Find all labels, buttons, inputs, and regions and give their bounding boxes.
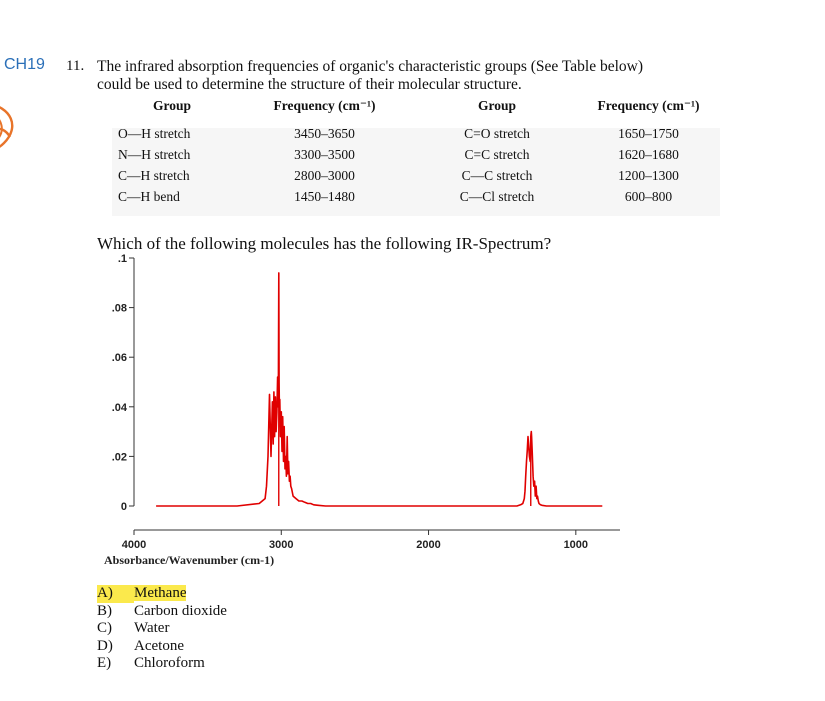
y-tick-label: .06 [112,352,127,364]
x-tick-label: 2000 [416,539,440,551]
y-tick-label: .08 [112,303,127,315]
option-letter: D) [97,637,113,654]
option-a[interactable]: A) Methane [97,585,227,603]
y-tick-label: .1 [118,253,127,265]
question-line-1: The infrared absorption frequencies of o… [97,58,644,75]
x-tick-label: 3000 [269,539,293,551]
ir-frequency-table: Group Frequency (cm⁻¹) Group Frequency (… [112,96,720,208]
y-tick-label: .02 [112,451,127,463]
table-cell: C=O stretch [464,126,530,141]
answer-options: A) Methane B) Carbon dioxide C) Water D) Ace… [97,585,227,673]
option-e[interactable]: E) Chloroform [97,655,227,673]
column-header: Frequency (cm⁻¹) [597,98,700,113]
table-cell: 2800–3000 [294,168,355,183]
question-stem: The infrared absorption frequencies of o… [97,58,757,94]
table-row: C—H bend 1450–1480 C—Cl stretch 600–800 [112,187,720,208]
table-cell: 1620–1680 [618,147,679,162]
table-cell: 3450–3650 [294,126,355,141]
table-cell: C=C stretch [464,147,530,162]
column-header: Group [477,98,516,113]
table-cell: C—C stretch [461,168,533,183]
ir-spectrum-chart: 0 .02 .04 .06 .08 .1 4000 3000 2000 1000 Absorbanc… [104,253,620,567]
option-d[interactable]: D) Acetone [97,638,227,656]
table-row: C—H stretch 2800–3000 C—C stretch 1200–1… [112,166,720,187]
table-cell: 3300–3500 [294,147,355,162]
option-text: Water [134,620,170,636]
x-tick-label: 1000 [564,539,588,551]
option-letter: A) [97,585,134,603]
table-row: O—H stretch 3450–3650 C=O stretch 1650–1… [112,124,720,145]
option-text: Acetone [134,637,184,654]
option-letter: B) [97,602,112,619]
table-cell: C—H bend [118,189,180,204]
table-cell: 1650–1750 [618,126,679,141]
table-cell: 1450–1480 [294,189,355,204]
table-cell: C—H stretch [118,168,190,183]
table-cell: O—H stretch [118,126,191,141]
table-cell: C—Cl stretch [459,189,535,204]
question-line-2: could be used to determine the structure… [97,76,522,93]
spectrum-question: Which of the following molecules has the… [97,234,552,253]
column-header: Frequency (cm⁻¹) [273,98,376,113]
table-shading [112,128,720,216]
option-text: Carbon dioxide [134,602,227,619]
table-cell: 600–800 [624,189,673,204]
table-row: N—H stretch 3300–3500 C=C stretch 1620–1… [112,145,720,166]
handwritten-circle-mark [0,106,14,148]
table-cell: N—H stretch [118,147,191,162]
option-letter: C) [97,620,112,636]
option-c[interactable]: C) Water [97,620,227,638]
spectrum-series-line [156,272,603,507]
option-text: Chloroform [134,655,205,671]
y-tick-label: .04 [112,402,128,414]
y-tick-label: 0 [121,501,127,513]
column-header: Group [152,98,191,113]
x-tick-label: 4000 [122,539,146,551]
course-tag: CH19 [4,56,45,73]
question-number: 11. [66,58,85,74]
option-text: Methane [134,585,187,601]
option-b[interactable]: B) Carbon dioxide [97,603,227,621]
x-axis-label: Absorbance/Wavenumber (cm-1) [104,553,274,567]
option-letter: E) [97,655,112,671]
table-header-row: Group Frequency (cm⁻¹) Group Frequency (… [112,96,720,124]
table-cell: 1200–1300 [618,168,679,183]
